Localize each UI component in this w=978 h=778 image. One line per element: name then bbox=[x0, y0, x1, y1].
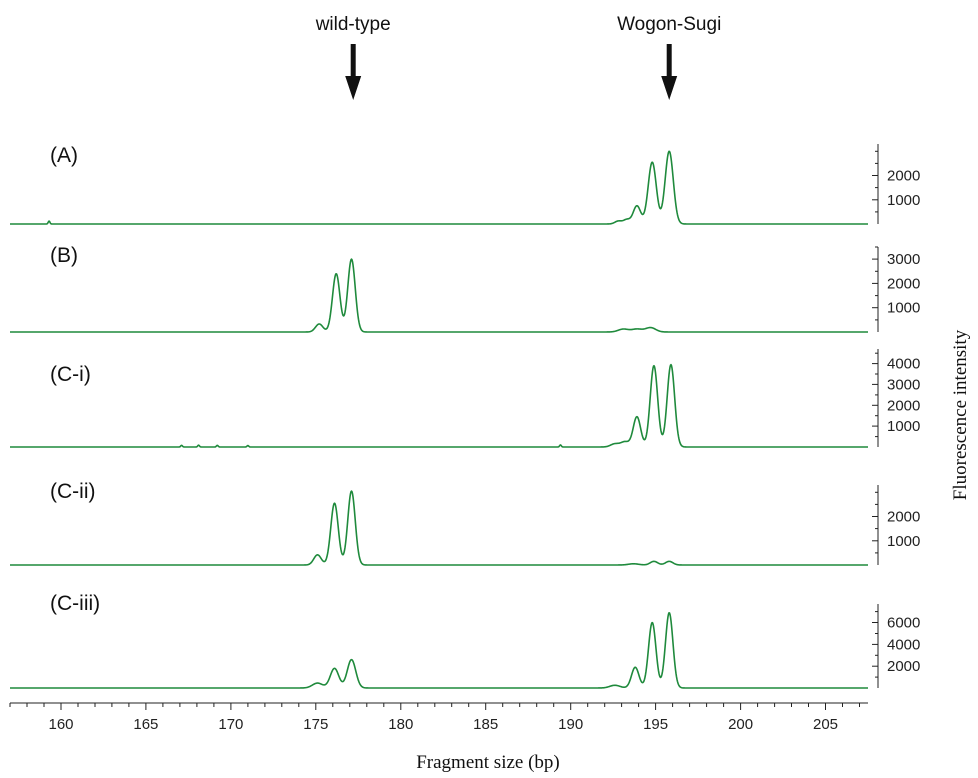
peak-point bbox=[635, 204, 638, 207]
peak-point bbox=[318, 323, 321, 326]
y-tick-label: 1000 bbox=[887, 418, 920, 435]
marker-label: Wogon-Sugi bbox=[617, 14, 721, 35]
y-tick-label: 2000 bbox=[887, 397, 920, 414]
y-tick-label: 2000 bbox=[887, 658, 920, 675]
peak-point bbox=[668, 611, 671, 614]
peak-point bbox=[216, 444, 219, 447]
y-tick-label: 3000 bbox=[887, 376, 920, 393]
x-tick-label: 180 bbox=[388, 716, 413, 733]
peak-point bbox=[617, 220, 620, 223]
x-tick-label: 160 bbox=[48, 716, 73, 733]
peak-point bbox=[668, 560, 671, 563]
peak-point bbox=[651, 621, 654, 624]
panel-label: (C-i) bbox=[50, 363, 91, 386]
panel-label: (A) bbox=[50, 144, 78, 167]
trace-panel: (B) 1000 2000 3000 bbox=[9, 244, 920, 333]
peak-point bbox=[350, 490, 353, 493]
trace-panel: (C-ii) 1000 2000 bbox=[9, 480, 920, 566]
x-tick-label: 175 bbox=[303, 716, 328, 733]
peak-point bbox=[316, 553, 319, 556]
peak-point bbox=[652, 560, 655, 563]
x-tick-label: 195 bbox=[643, 716, 668, 733]
peak-point bbox=[333, 502, 336, 505]
y-tick-label: 2000 bbox=[887, 168, 920, 185]
x-tick-label: 170 bbox=[218, 716, 243, 733]
peak-point bbox=[669, 363, 672, 366]
y-tick-label: 2000 bbox=[887, 275, 920, 292]
y-axis-title: Fluorescence intensity bbox=[950, 329, 971, 500]
x-tick-label: 185 bbox=[473, 716, 498, 733]
peak-point bbox=[333, 667, 336, 670]
peak-point bbox=[652, 364, 655, 367]
arrow-shaft bbox=[666, 44, 672, 76]
peak-point bbox=[622, 328, 625, 331]
peak-point bbox=[634, 666, 637, 669]
trace-line bbox=[9, 490, 869, 566]
trace-panel: (C-iii) 2000 4000 6000 bbox=[9, 592, 920, 689]
y-tick-label: 2000 bbox=[887, 509, 920, 526]
arrow-shaft bbox=[350, 44, 356, 76]
peak-point bbox=[246, 444, 249, 447]
peak-point bbox=[613, 442, 616, 445]
peak-point bbox=[48, 220, 51, 223]
peak-point bbox=[668, 150, 671, 153]
x-axis-title: Fragment size (bp) bbox=[416, 752, 560, 773]
peak-point bbox=[335, 272, 338, 275]
peak-point bbox=[559, 443, 562, 446]
x-tick-label: 165 bbox=[133, 716, 158, 733]
peak-point bbox=[180, 444, 183, 447]
peak-point bbox=[316, 682, 319, 685]
peak-point bbox=[625, 218, 628, 221]
trace-panel: (A) 1000 2000 bbox=[9, 144, 920, 225]
trace-line bbox=[9, 150, 869, 225]
trace-line bbox=[9, 363, 869, 448]
fragment-markers: wild-type Wogon-Sugi bbox=[315, 14, 721, 100]
peak-point bbox=[651, 161, 654, 164]
trace-line bbox=[9, 612, 869, 689]
panel-label: (C-ii) bbox=[50, 480, 95, 503]
x-tick-label: 190 bbox=[558, 716, 583, 733]
peak-point bbox=[632, 562, 635, 565]
x-tick-label: 200 bbox=[728, 716, 753, 733]
y-tick-label: 4000 bbox=[887, 636, 920, 653]
y-tick-label: 6000 bbox=[887, 615, 920, 632]
y-tick-label: 4000 bbox=[887, 356, 920, 373]
x-tick-label: 205 bbox=[813, 716, 838, 733]
peak-point bbox=[197, 444, 200, 447]
marker-label: wild-type bbox=[315, 14, 391, 35]
fragment-marker: wild-type bbox=[315, 14, 391, 100]
fragment-marker: Wogon-Sugi bbox=[617, 14, 721, 100]
y-tick-label: 1000 bbox=[887, 192, 920, 209]
peak-point bbox=[613, 684, 616, 687]
y-tick-label: 3000 bbox=[887, 251, 920, 268]
peak-point bbox=[649, 326, 652, 329]
trace-panel: (C-i) 1000 2000 3000 4000 bbox=[9, 349, 920, 448]
peak-point bbox=[350, 658, 353, 661]
peak-point bbox=[624, 440, 627, 443]
peak-point bbox=[635, 415, 638, 418]
y-tick-label: 1000 bbox=[887, 300, 920, 317]
arrow-head bbox=[345, 76, 362, 100]
trace-line bbox=[9, 258, 869, 333]
arrow-head bbox=[661, 76, 678, 100]
trace-panels: (A) 1000 2000 (B) 1000 2000 3000 (C-i) 1000 2000 3… bbox=[9, 144, 920, 689]
x-axis: 160 165 170 175 180 185 190 195 200 205 bbox=[9, 702, 868, 733]
peak-point bbox=[350, 258, 353, 261]
panel-label: (C-iii) bbox=[50, 592, 100, 615]
panel-label: (B) bbox=[50, 244, 78, 267]
y-tick-label: 1000 bbox=[887, 533, 920, 550]
peak-point bbox=[635, 328, 638, 331]
